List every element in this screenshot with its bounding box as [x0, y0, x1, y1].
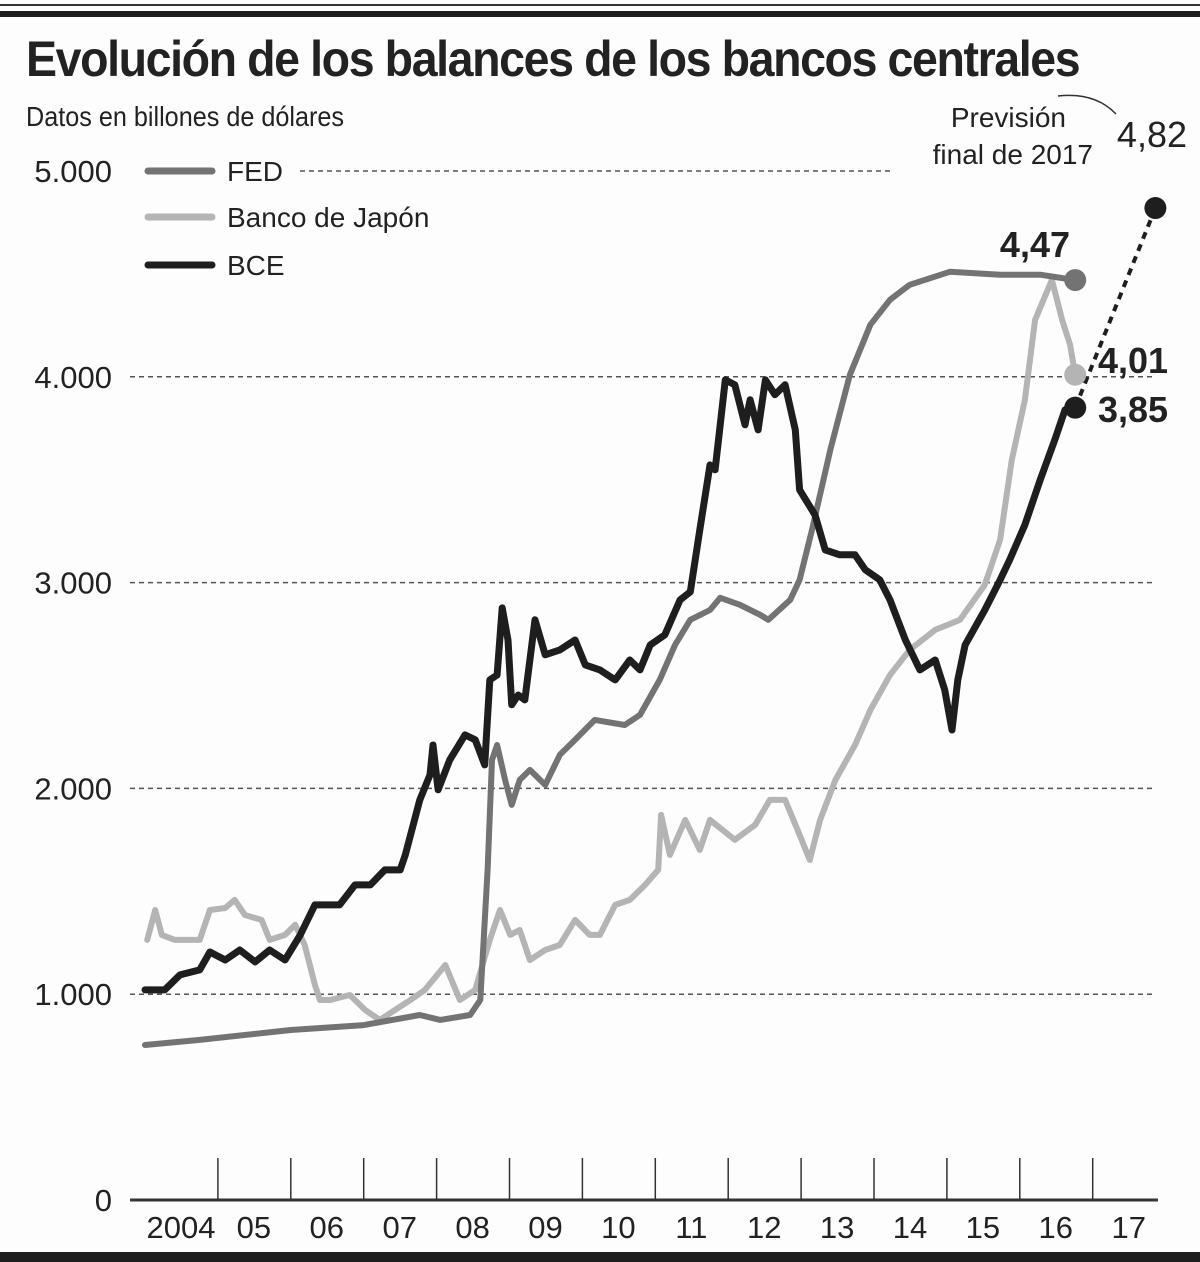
- forecast-note-line2: final de 2017: [933, 139, 1093, 170]
- forecast-label: 4,82: [1117, 114, 1187, 155]
- y-tick-label: 1.000: [34, 977, 112, 1012]
- forecast-note-line1: Previsión: [951, 102, 1066, 133]
- x-tick-label: 14: [893, 1210, 927, 1245]
- end-dot-banco-de-japón: [1064, 363, 1087, 386]
- top-rule-thick: [0, 11, 1200, 17]
- forecast-dotted-line: [1073, 207, 1158, 409]
- x-tick-label: 12: [747, 1210, 781, 1245]
- x-tick-label: 05: [237, 1210, 271, 1245]
- x-tick-label: 11: [675, 1210, 707, 1245]
- x-tick-label: 15: [966, 1210, 1000, 1245]
- legend-label: Banco de Japón: [227, 202, 429, 233]
- series-line-banco-de-japón: [144, 276, 1079, 1023]
- y-tick-label: 0: [95, 1183, 112, 1218]
- chart-subtitle: Datos en billones de dólares: [26, 101, 345, 132]
- x-tick-label: 13: [820, 1210, 854, 1245]
- legend-label: BCE: [227, 250, 285, 281]
- x-tick-label: 2004: [147, 1210, 216, 1245]
- series-line-bce: [141, 376, 1079, 994]
- x-tick-label: 10: [601, 1210, 635, 1245]
- x-tick-label: 16: [1039, 1210, 1073, 1245]
- end-dot-bce: [1064, 396, 1087, 419]
- y-tick-label: 3.000: [34, 566, 112, 601]
- y-tick-label: 2.000: [34, 771, 112, 806]
- x-tick-label: 17: [1111, 1210, 1145, 1245]
- forecast-leader-line: [1057, 94, 1117, 115]
- bottom-rule: [0, 1252, 1200, 1262]
- top-rule-thin: [0, 4, 1200, 6]
- forecast-dot: [1144, 197, 1167, 220]
- x-tick-label: 07: [382, 1210, 416, 1245]
- end-label-boj: 4,01: [1098, 340, 1168, 381]
- chart-title: Evolución de los balances de los bancos …: [26, 31, 1081, 87]
- x-tick-label: 06: [310, 1210, 344, 1245]
- legend-label: FED: [227, 156, 283, 187]
- end-label-fed: 4,47: [1000, 224, 1070, 265]
- end-label-bce: 3,85: [1098, 389, 1168, 430]
- x-tick-label: 09: [528, 1210, 562, 1245]
- end-dot-fed: [1064, 269, 1087, 292]
- y-tick-label: 5.000: [34, 154, 112, 189]
- y-tick-label: 4.000: [34, 360, 112, 395]
- series-line-fed: [142, 268, 1079, 1048]
- x-tick-label: 08: [455, 1210, 489, 1245]
